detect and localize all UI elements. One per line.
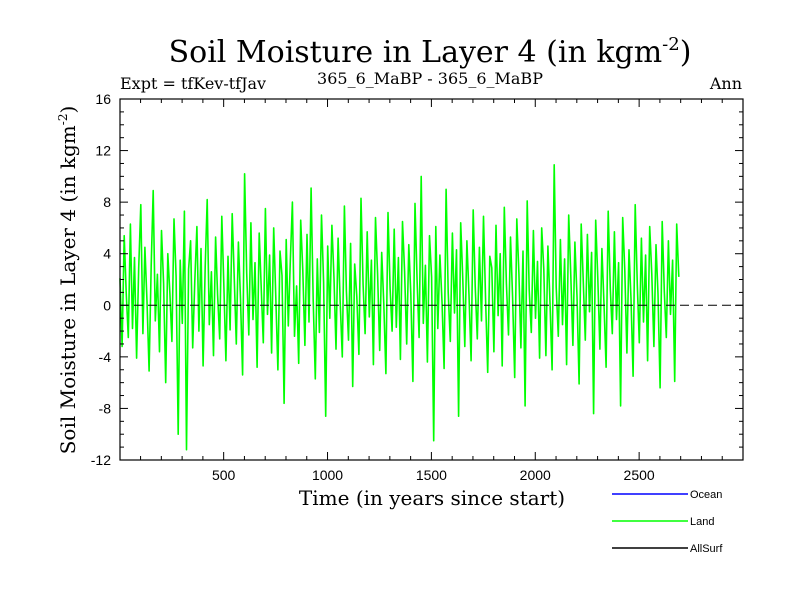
y-tick-label: -12 [91,452,111,468]
x-tick-label: 2500 [624,467,655,483]
experiment-label: Expt = tfKev-tfJav [120,74,266,93]
x-axis-label: Time (in years since start) [299,486,565,510]
legend: Ocean Land AllSurf [612,489,723,555]
season-label: Ann [709,74,742,93]
y-axis-label: Soil Moisture in Layer 4 (in kgm-2) [56,106,80,455]
x-tick-label: 1500 [416,467,447,483]
y-tick-label: 0 [103,297,111,313]
y-tick-label: -4 [99,349,112,365]
y-axis-label-sup: -2 [56,114,70,126]
x-tick-label: 500 [212,467,236,483]
x-tick-label: 1000 [312,467,343,483]
legend-label-allsurf: AllSurf [690,543,723,555]
y-axis-label-close: ) [56,106,80,114]
y-axis: -12 -8 -4 0 4 8 12 16 [91,91,743,468]
y-tick-label: 8 [103,194,111,210]
chart-title-sup: -2 [662,34,680,55]
chart-title: Soil Moisture in Layer 4 (in kgm-2) [169,34,692,70]
x-axis: 500 1000 1500 2000 2500 [140,99,723,483]
y-axis-label-main: Soil Moisture in Layer 4 (in kgm [56,125,80,454]
y-tick-label: 12 [95,143,111,159]
legend-label-land: Land [690,516,714,528]
legend-label-ocean: Ocean [690,489,722,501]
y-tick-label: 4 [103,246,111,262]
series-line-land [119,164,680,451]
period-label: 365_6_MaBP - 365_6_MaBP [317,69,543,88]
chart-title-main: Soil Moisture in Layer 4 (in kgm [169,35,663,70]
plot-area [119,164,743,451]
y-tick-label: -8 [99,400,112,416]
y-tick-label: 16 [95,91,111,107]
chart-title-close: ) [680,35,692,70]
x-tick-label: 2000 [520,467,551,483]
